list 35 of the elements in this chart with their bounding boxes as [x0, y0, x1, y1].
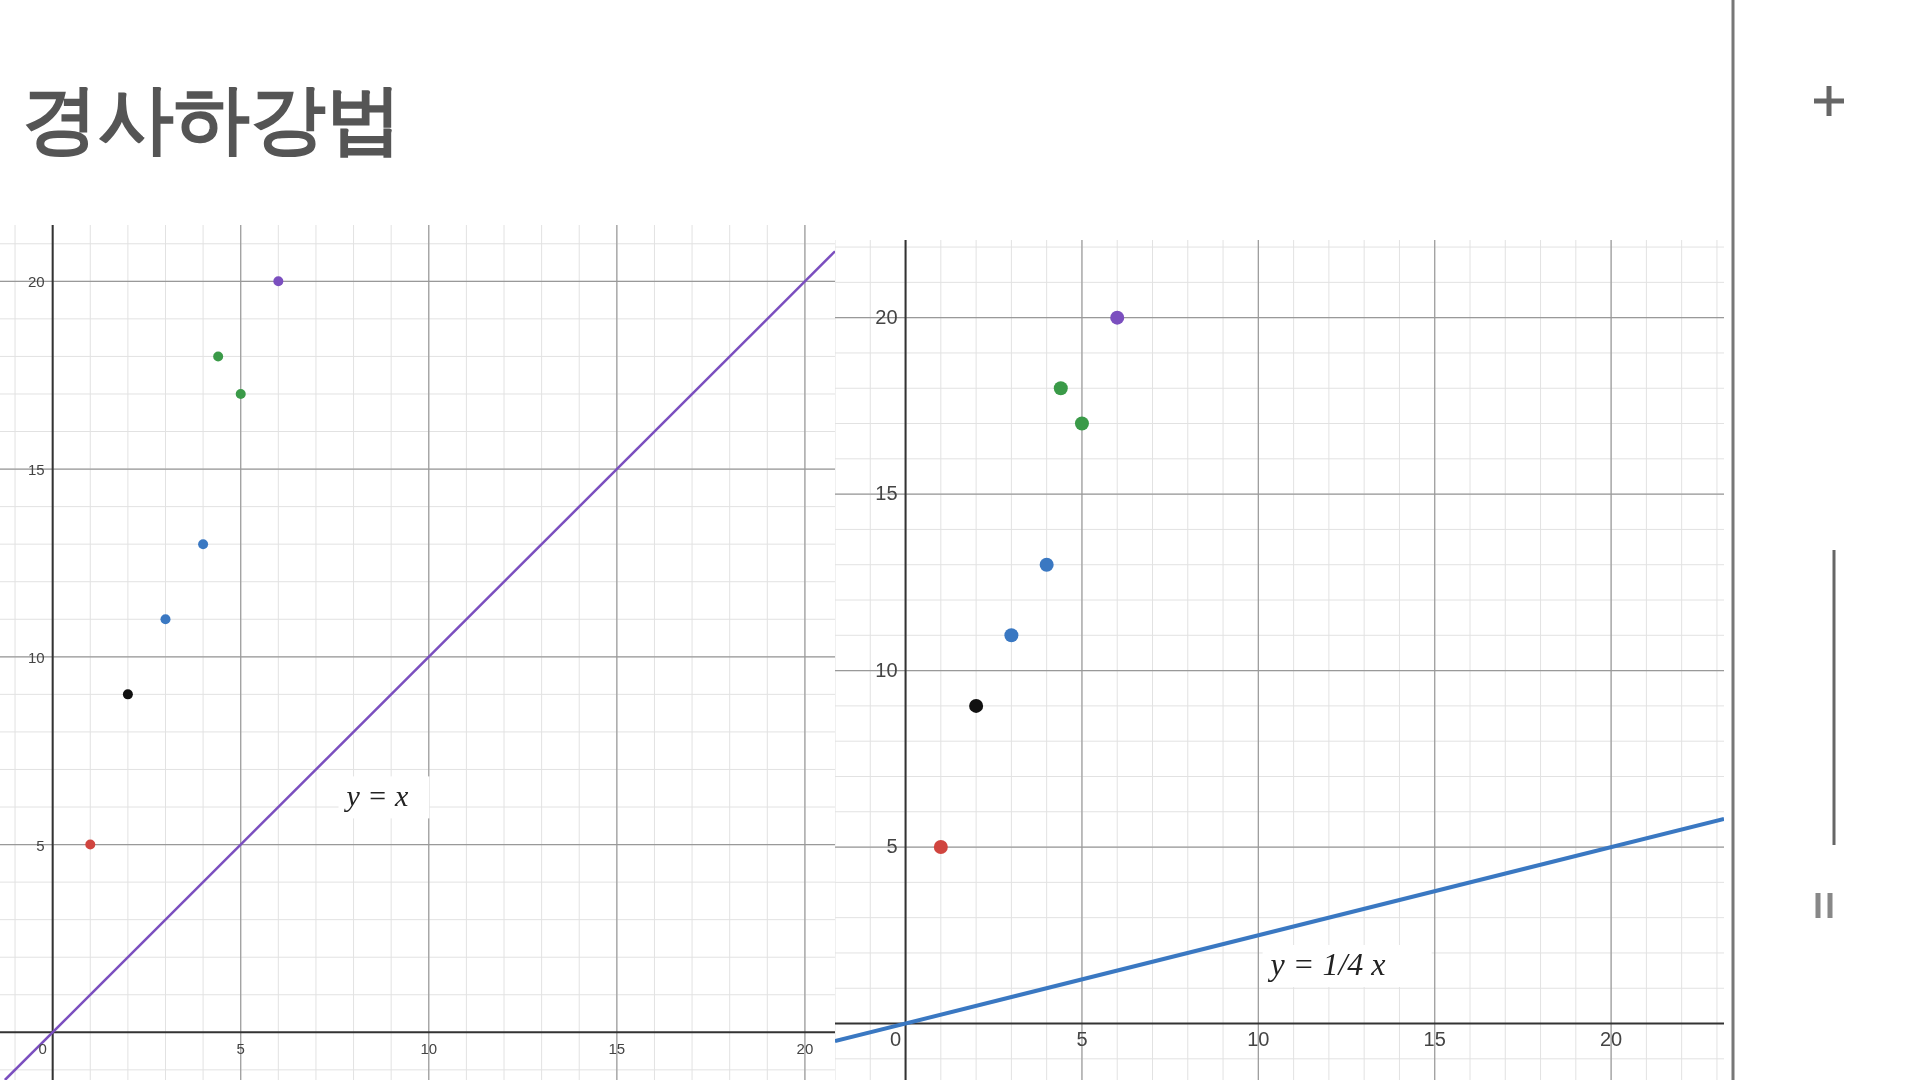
point	[273, 276, 284, 287]
x-tick-label: 15	[1423, 1027, 1446, 1050]
point	[1053, 381, 1068, 396]
point	[160, 614, 171, 625]
x-tick-label: 10	[1247, 1027, 1270, 1050]
x-tick-label: 20	[796, 1040, 814, 1058]
point	[1039, 557, 1054, 572]
annotation: y = 1/4 x	[1267, 946, 1386, 982]
annotation: y = x	[343, 779, 410, 813]
y-tick-label: 10	[27, 648, 45, 666]
point	[1110, 310, 1125, 325]
point	[235, 388, 246, 399]
y-tick-label: 20	[27, 273, 45, 291]
x-tick-label: 10	[420, 1040, 438, 1058]
x-tick-label: 15	[608, 1040, 626, 1058]
x-tick-label: 20	[1599, 1027, 1623, 1050]
point	[85, 839, 96, 850]
point	[969, 698, 984, 713]
y-tick-label: 20	[875, 305, 898, 328]
y-tick-label: 10	[875, 658, 898, 681]
x-tick-label: 5	[1076, 1027, 1088, 1050]
point	[1074, 416, 1089, 431]
point	[122, 689, 133, 700]
point	[933, 840, 948, 855]
x-tick-label: 5	[236, 1040, 245, 1058]
point	[198, 539, 209, 550]
chart-title: 경사하강법	[22, 74, 402, 163]
x-tick-label: 0	[38, 1040, 47, 1058]
y-tick-label: 15	[875, 482, 898, 505]
y-tick-label: 5	[36, 836, 45, 854]
y-tick-label: 5	[886, 835, 898, 858]
x-tick-label: 0	[889, 1027, 902, 1050]
point	[213, 351, 224, 362]
point	[1004, 628, 1019, 643]
y-tick-label: 15	[27, 461, 45, 479]
